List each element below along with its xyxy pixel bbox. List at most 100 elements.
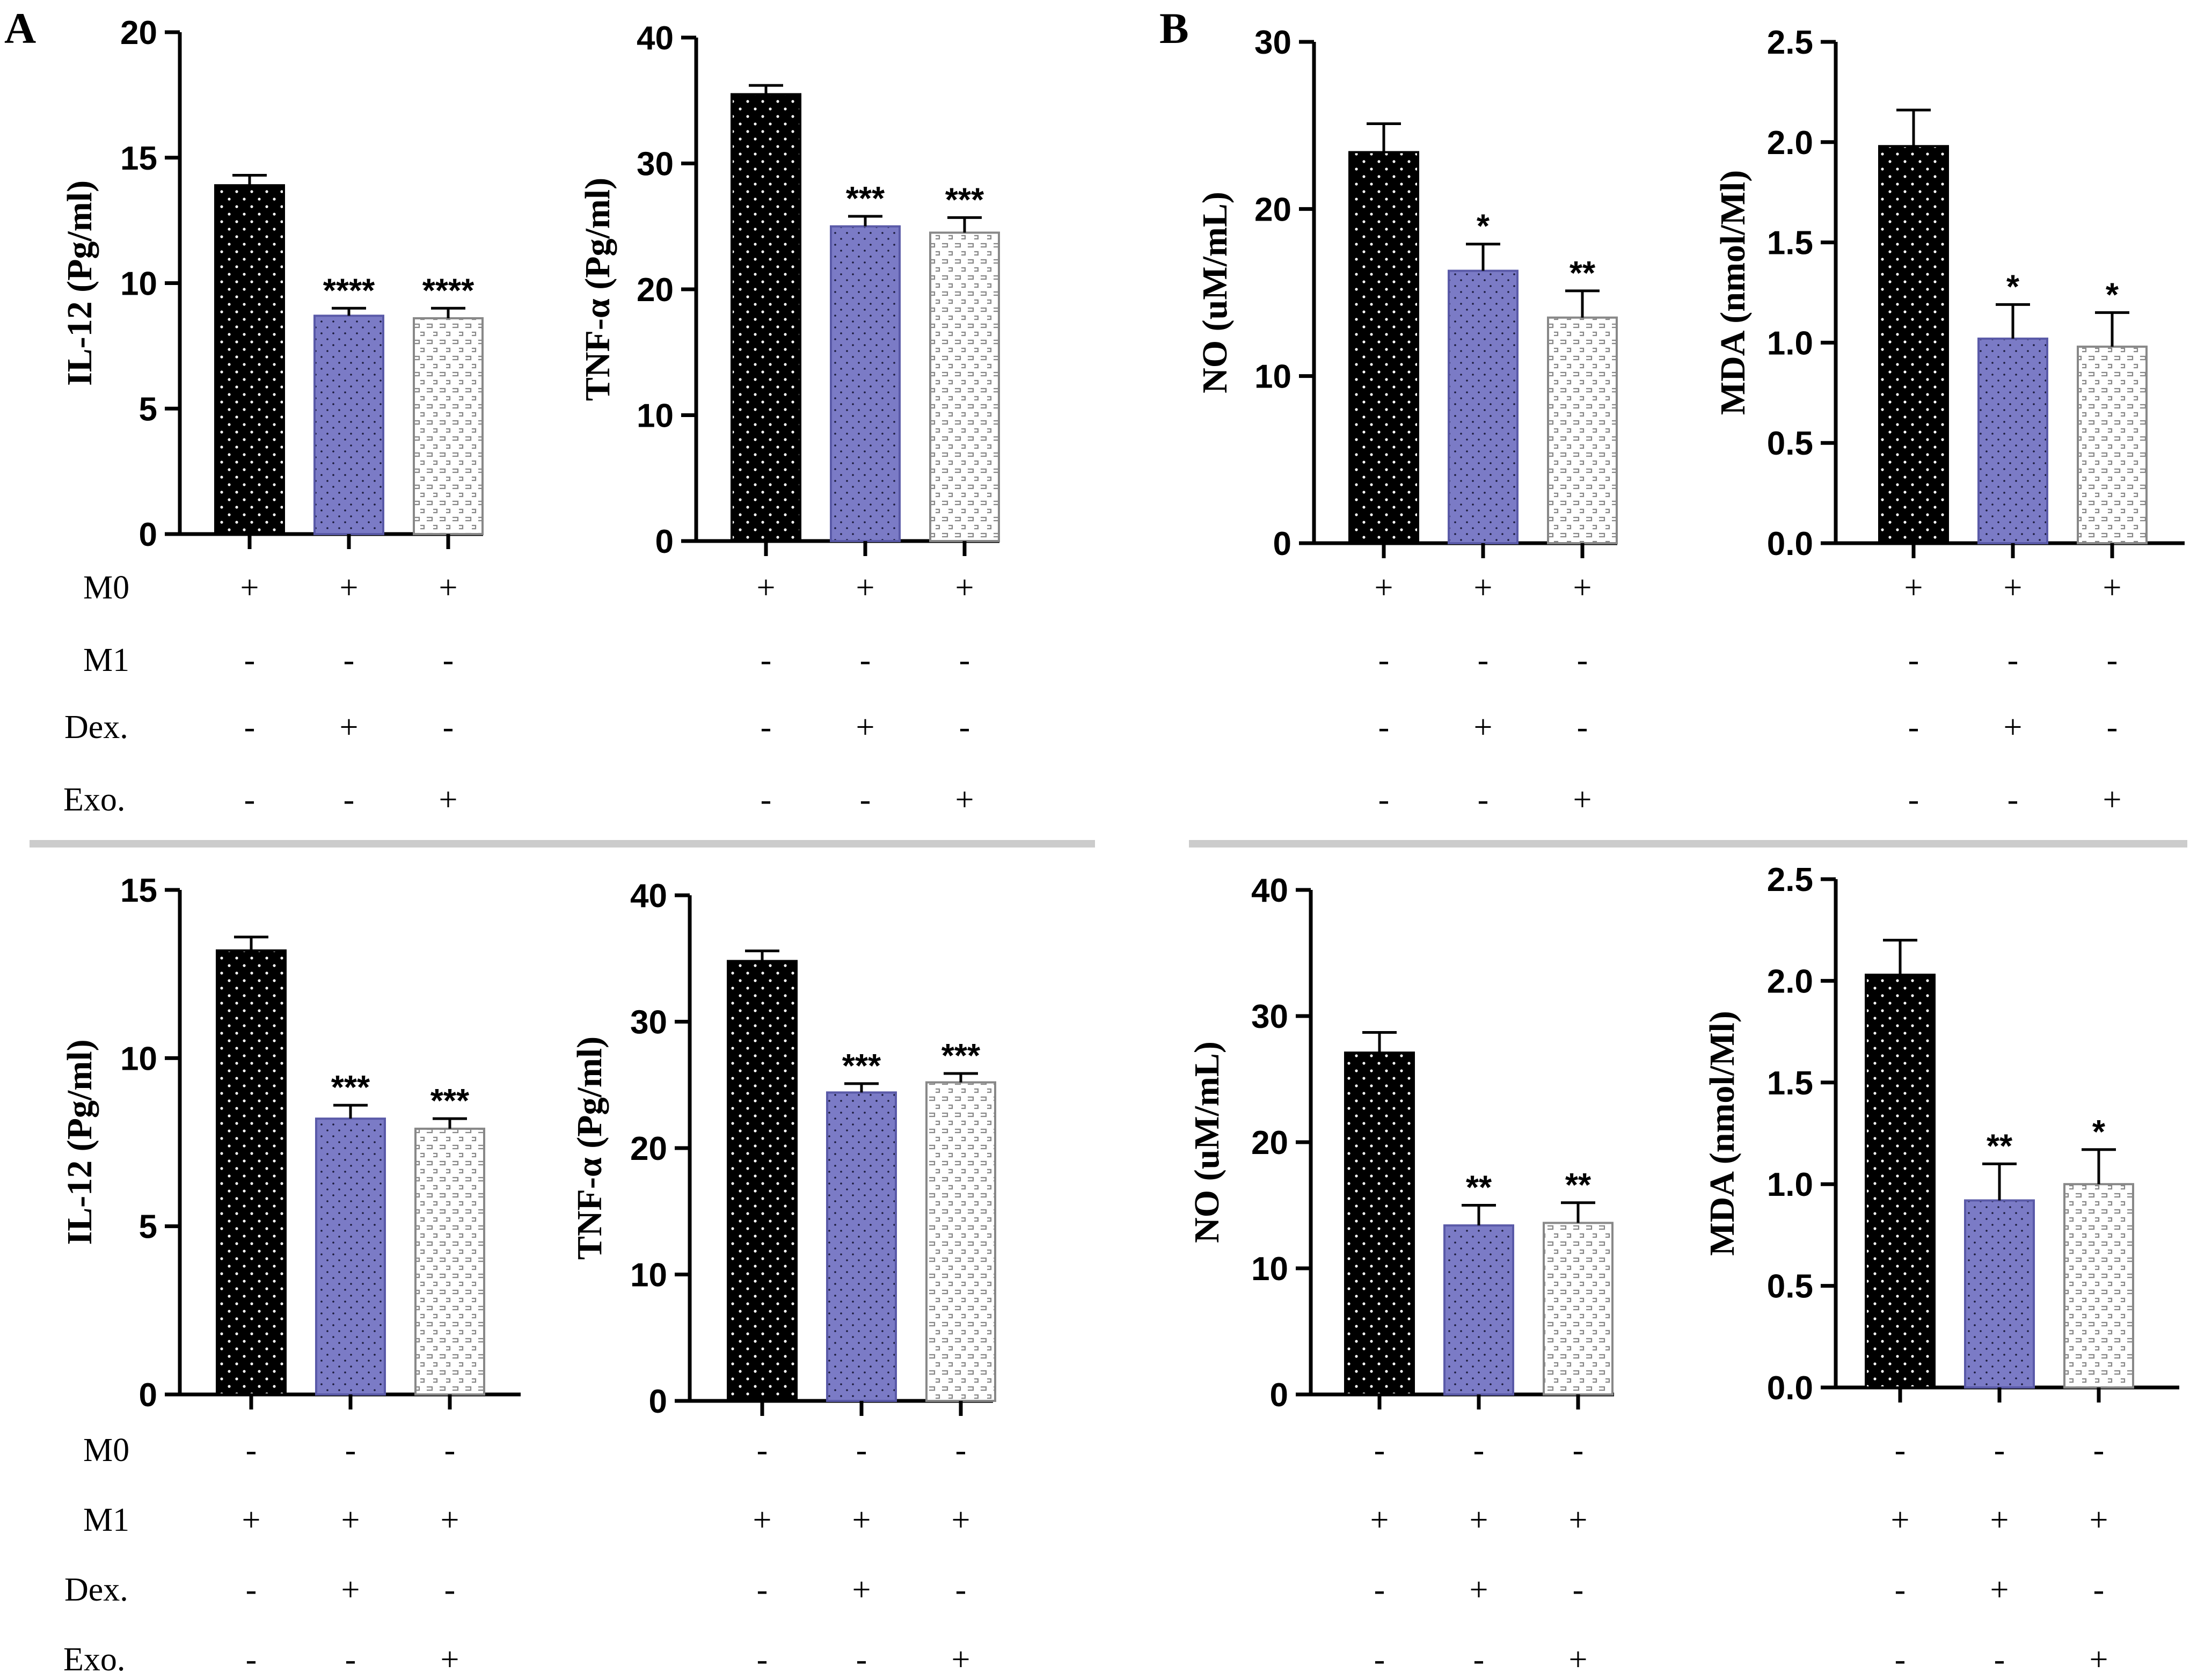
y-tick-label: 1.5 <box>1767 225 1813 262</box>
y-tick-label: 0 <box>1270 1377 1288 1414</box>
y-tick-label: 1.5 <box>1767 1065 1813 1102</box>
y-tick-label: 0 <box>139 1377 157 1414</box>
condition-mark: - <box>2008 642 2019 678</box>
y-tick-label: 0 <box>649 1383 667 1420</box>
condition-mark: - <box>444 1432 456 1469</box>
bar-control <box>1344 1051 1415 1396</box>
condition-mark: - <box>1473 1432 1485 1469</box>
condition-mark: + <box>2090 1641 2108 1678</box>
condition-mark: + <box>852 1572 871 1608</box>
condition-mark: + <box>952 1641 970 1678</box>
condition-mark: + <box>955 569 974 606</box>
condition-mark: + <box>2090 1502 2108 1538</box>
condition-mark: - <box>955 1432 967 1469</box>
condition-mark: - <box>2008 781 2019 818</box>
y-tick-label: 30 <box>1251 998 1288 1035</box>
condition-mark: + <box>1375 569 1393 606</box>
bar-dex <box>1448 269 1519 544</box>
condition-mark: + <box>2103 569 2122 606</box>
condition-mark: - <box>2107 642 2118 678</box>
condition-mark: - <box>443 642 454 678</box>
bar-dex <box>1977 337 2048 544</box>
bar-control <box>214 184 285 535</box>
condition-mark: + <box>1990 1572 2009 1608</box>
significance-label: *** <box>842 1048 881 1085</box>
chart-A-bottom-IL12: 0 5 10 15 IL-12 (Pg/ml) *** *** <box>60 872 521 1414</box>
y-tick-label: 20 <box>637 272 674 309</box>
condition-mark: - <box>1473 1641 1485 1678</box>
condition-mark: - <box>1478 781 1489 818</box>
y-axis-title: MDA (nmol/Ml) <box>1713 170 1753 415</box>
significance-label: *** <box>846 180 885 217</box>
condition-mark: - <box>244 781 256 818</box>
y-axis-title: TNF-α (Pg/ml) <box>570 1036 609 1260</box>
y-tick-label: 15 <box>120 872 157 909</box>
chart-B-top-MDA: 0.0 0.5 1.0 1.5 2.0 2.5 MDA (nmol/Ml) * * <box>1713 24 2185 563</box>
y-tick-label: 0.5 <box>1767 425 1813 462</box>
row-label-exo: Exo. <box>63 781 125 818</box>
condition-mark: - <box>246 1432 257 1469</box>
significance-label: ** <box>1466 1170 1492 1207</box>
significance-label: *** <box>430 1083 470 1120</box>
y-tick-label: 0 <box>1273 525 1291 563</box>
condition-mark: - <box>1895 1641 1906 1678</box>
condition-mark: + <box>753 1502 772 1538</box>
y-tick-label: 10 <box>630 1257 667 1294</box>
row-label-m1: M1 <box>83 1502 129 1538</box>
condition-mark: - <box>1573 1432 1584 1469</box>
y-tick-label: 2.0 <box>1767 963 1813 1000</box>
y-tick-label: 20 <box>1254 191 1291 228</box>
condition-mark: - <box>2093 1432 2105 1469</box>
y-tick-label: 10 <box>120 266 157 303</box>
condition-mark: - <box>344 781 355 818</box>
condition-mark: - <box>1378 642 1390 678</box>
y-axis-title: IL-12 (Pg/ml) <box>60 180 99 386</box>
condition-marks-B-bottom-MDA: - - - + + + - + - - - + <box>1891 1432 2108 1678</box>
condition-mark: - <box>244 642 256 678</box>
condition-mark: - <box>246 1572 257 1608</box>
bar-exo <box>2077 345 2148 544</box>
condition-mark: + <box>240 569 259 606</box>
row-label-m0: M0 <box>83 569 129 606</box>
condition-mark: - <box>246 1641 257 1678</box>
condition-mark: + <box>1569 1641 1588 1678</box>
bar-exo <box>1547 316 1618 544</box>
condition-mark: + <box>341 1502 360 1538</box>
condition-marks-A-top-TNF: + + + - - - - + - - - + <box>757 569 974 818</box>
condition-mark: + <box>856 709 875 746</box>
bar-dex <box>1964 1199 2035 1389</box>
y-tick-label: 0 <box>139 516 157 553</box>
bar-dex <box>830 225 901 542</box>
condition-mark: + <box>439 569 458 606</box>
chart-B-bottom-NO: 0 10 20 30 40 NO (uM/mL) ** ** <box>1187 872 1614 1414</box>
bar-exo <box>929 231 1000 543</box>
y-tick-label: 1.0 <box>1767 325 1813 362</box>
bar-exo <box>1543 1222 1614 1396</box>
row-label-dex: Dex. <box>64 709 128 746</box>
significance-label: * <box>1477 208 1490 245</box>
condition-mark: - <box>860 642 871 678</box>
bar-dex <box>315 1117 386 1396</box>
condition-marks-B-bottom-NO: - - - + + + - + - - - + <box>1370 1432 1588 1678</box>
condition-mark: - <box>856 1641 867 1678</box>
condition-mark: + <box>1474 709 1493 746</box>
bar-dex <box>826 1091 897 1402</box>
bar-exo <box>413 317 484 535</box>
bar-exo <box>414 1127 485 1396</box>
condition-mark: - <box>856 1432 867 1469</box>
condition-mark: - <box>2093 1572 2105 1608</box>
row-label-m0: M0 <box>83 1432 129 1469</box>
condition-mark: - <box>757 1572 768 1608</box>
condition-mark: + <box>2103 781 2122 818</box>
condition-mark: - <box>959 642 970 678</box>
bar-control <box>1348 151 1419 545</box>
condition-mark: - <box>757 1641 768 1678</box>
condition-labels-bottom: M0 M1 Dex. Exo. <box>63 1432 129 1678</box>
y-tick-label: 1.0 <box>1767 1166 1813 1203</box>
row-label-exo: Exo. <box>63 1641 125 1678</box>
condition-mark: + <box>852 1502 871 1538</box>
bar-control <box>1878 145 1949 545</box>
condition-mark: + <box>952 1502 970 1538</box>
row-label-dex: Dex. <box>64 1572 128 1608</box>
